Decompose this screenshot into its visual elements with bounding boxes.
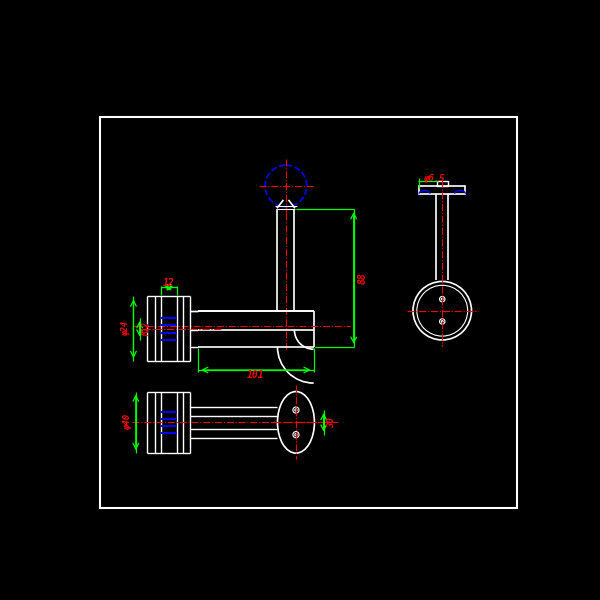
Bar: [437, 181, 448, 186]
Text: 12: 12: [163, 278, 175, 289]
Text: M12: M12: [142, 322, 151, 336]
Text: φ6.5: φ6.5: [423, 174, 445, 183]
Text: 30: 30: [328, 417, 337, 428]
Text: 88: 88: [358, 272, 368, 284]
Text: φ24: φ24: [121, 321, 130, 336]
Bar: [100, 116, 517, 508]
Bar: [419, 186, 466, 194]
Text: φ40: φ40: [123, 414, 132, 430]
Text: 101: 101: [247, 370, 265, 380]
